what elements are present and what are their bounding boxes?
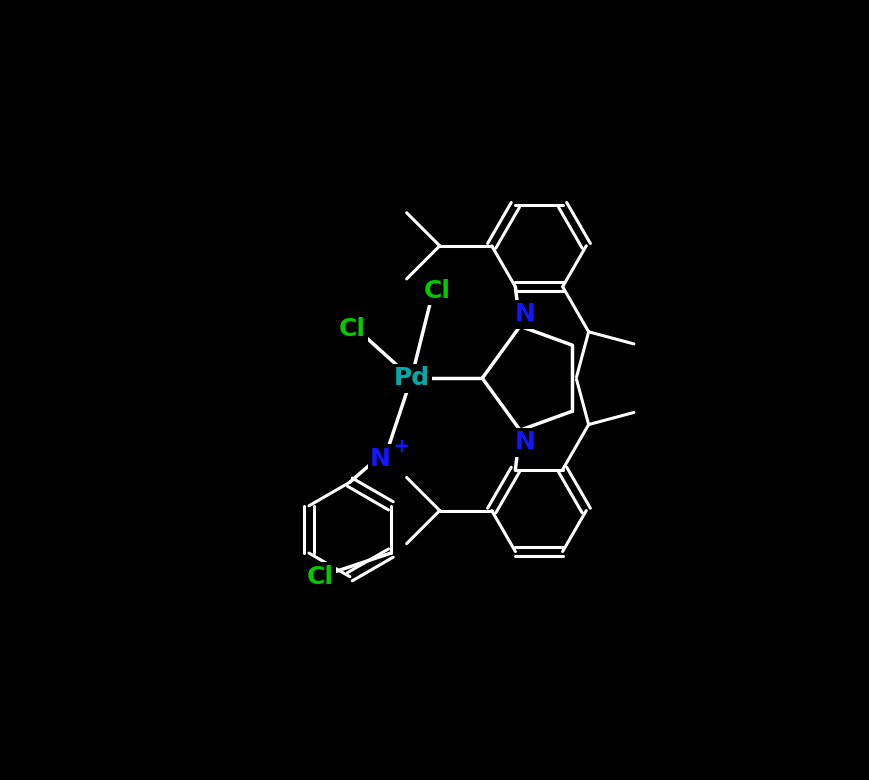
Text: Cl: Cl [338, 317, 365, 341]
Text: Pd: Pd [393, 366, 429, 390]
Text: Cl: Cl [423, 278, 450, 303]
Text: N: N [370, 446, 391, 470]
Text: +: + [394, 438, 409, 456]
Text: N: N [514, 303, 534, 326]
Text: N: N [514, 430, 534, 454]
Text: Cl: Cl [306, 565, 333, 589]
